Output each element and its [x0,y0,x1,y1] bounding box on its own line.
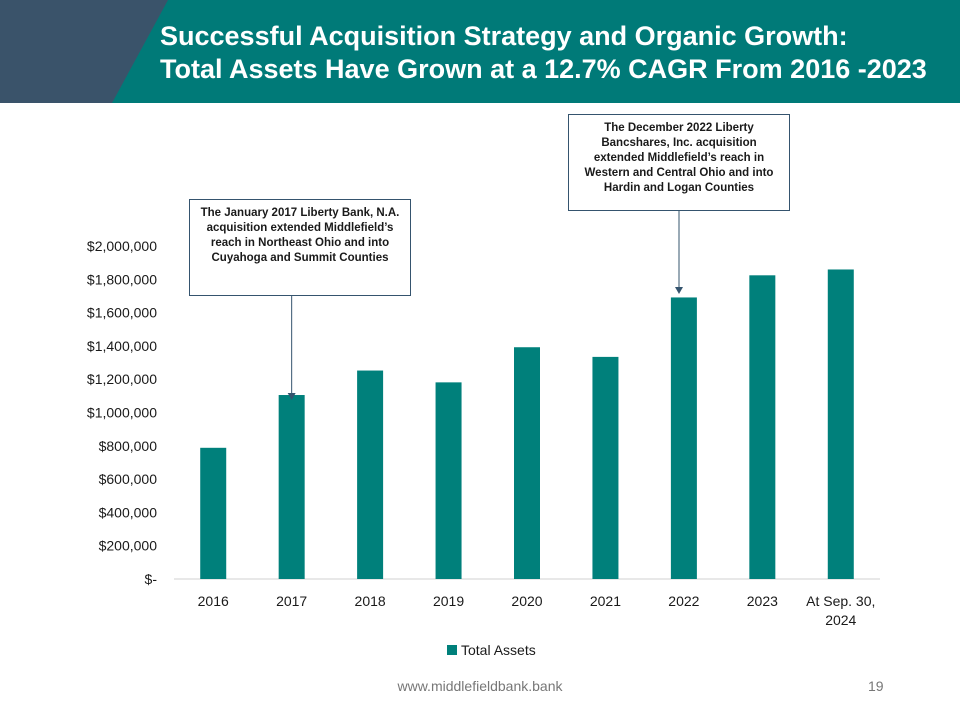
y-tick-label: $800,000 [99,438,158,454]
bar [514,347,540,579]
bar [670,297,697,579]
y-tick-label: $600,000 [99,471,158,487]
bar [827,269,854,579]
x-tick-label: At Sep. 30, [806,593,875,609]
y-tick-label: $1,400,000 [87,338,157,354]
legend-swatch [447,645,457,655]
x-tick-label: 2020 [511,593,542,609]
callout-2022-acquisition: The December 2022 Liberty Bancshares, In… [568,114,790,211]
x-tick-label: 2022 [668,593,699,609]
slide-header: Successful Acquisition Strategy and Orga… [0,0,960,103]
x-tick-label: 2019 [433,593,464,609]
callout-2017-acquisition: The January 2017 Liberty Bank, N.A. acqu… [189,199,411,296]
bar [357,370,384,579]
legend-label: Total Assets [461,642,536,658]
x-tick-label: 2024 [825,612,856,628]
footer-url: www.middlefieldbank.bank [397,678,563,694]
bar [200,447,227,579]
y-tick-label: $200,000 [99,538,158,554]
y-tick-label: $- [145,571,158,587]
y-tick-label: $2,000,000 [87,238,157,254]
page-number: 19 [868,678,884,694]
header-banner [0,0,960,103]
x-tick-label: 2023 [747,593,778,609]
title-line-2: Total Assets Have Grown at a 12.7% CAGR … [160,54,927,84]
x-tick-label: 2017 [276,593,307,609]
header-slate-wedge [0,0,168,103]
y-tick-label: $1,800,000 [87,271,157,287]
bar [749,275,776,579]
bar [592,356,619,579]
callout-2017-arrowhead [287,393,296,400]
bar [278,395,305,579]
bar [435,382,462,579]
total-assets-chart: $- $200,000 $400,000 $600,000 $800,000 $1,000… [87,211,880,658]
y-tick-label: $1,200,000 [87,371,157,387]
title-line-1: Successful Acquisition Strategy and Orga… [160,21,848,51]
x-tick-label: 2018 [355,593,386,609]
callout-2022-arrowhead [675,287,683,294]
x-tick-label: 2016 [198,593,229,609]
header-teal-band [0,0,960,103]
x-tick-label: 2021 [590,593,621,609]
slide-title: Successful Acquisition Strategy and Orga… [160,20,950,86]
y-tick-label: $1,600,000 [87,305,157,321]
y-tick-label: $1,000,000 [87,405,157,421]
y-tick-label: $400,000 [99,504,158,520]
